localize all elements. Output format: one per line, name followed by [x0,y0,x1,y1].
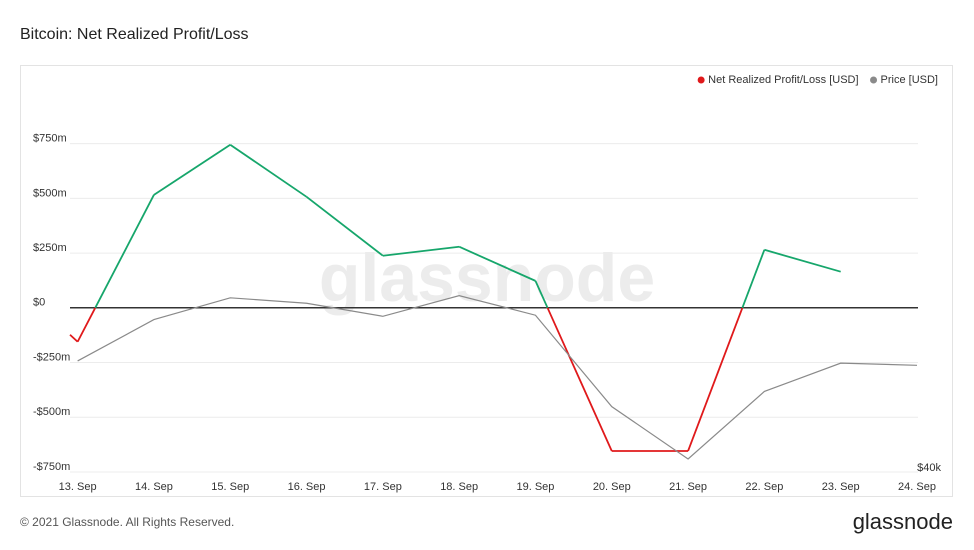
price-line [77,295,918,460]
x-tick-label: 13. Sep [59,481,97,493]
legend-label: Net Realized Profit/Loss [USD] [708,74,858,86]
pnl-segment [741,249,766,309]
legend-swatch [697,76,705,84]
x-tick-label: 15. Sep [211,481,249,493]
chart-title: Bitcoin: Net Realized Profit/Loss [20,26,249,43]
pnl-segment [687,307,744,452]
x-tick-label: 19. Sep [517,481,555,493]
x-tick-label: 18. Sep [440,481,478,493]
watermark: glassnode [319,240,655,316]
y2-tick-label: $40k [917,462,941,474]
pnl-segment [546,307,613,452]
copyright: © 2021 Glassnode. All Rights Reserved. [20,515,234,529]
x-tick-label: 16. Sep [288,481,326,493]
legend: Price [USD] Net Realized Profit/Loss [USD… [697,74,938,86]
pnl-segment [76,307,97,343]
x-tick-label: 20. Sep [593,481,631,493]
y-tick-label: $750m [33,133,67,145]
logo: glassnode [853,509,953,534]
x-tick-label: 21. Sep [669,481,707,493]
pnl-segment [534,280,549,309]
pnl-segment [94,194,155,309]
pnl-segment [69,334,79,343]
y-tick-label: -$750m [33,461,70,473]
pnl-segment [458,245,536,282]
y-tick-label: -$500m [33,406,70,418]
y-tick-label: $500m [33,187,67,199]
pnl-segment [305,196,384,257]
pnl-segment [764,248,841,273]
legend-label: Price [USD] [881,74,938,86]
y-tick-label: -$250m [33,351,70,363]
chart-frame [20,65,953,497]
pnl-segment [153,143,231,196]
x-tick-label: 14. Sep [135,481,173,493]
legend-swatch [870,76,878,84]
x-tick-label: 24. Sep [898,481,936,493]
x-tick-label: 17. Sep [364,481,402,493]
y-tick-label: $250m [33,242,67,254]
x-tick-label: 22. Sep [745,481,783,493]
pnl-segment [229,143,308,198]
pnl-segment [382,245,460,257]
y-tick-label: $0 [33,297,45,309]
x-tick-label: 23. Sep [822,481,860,493]
